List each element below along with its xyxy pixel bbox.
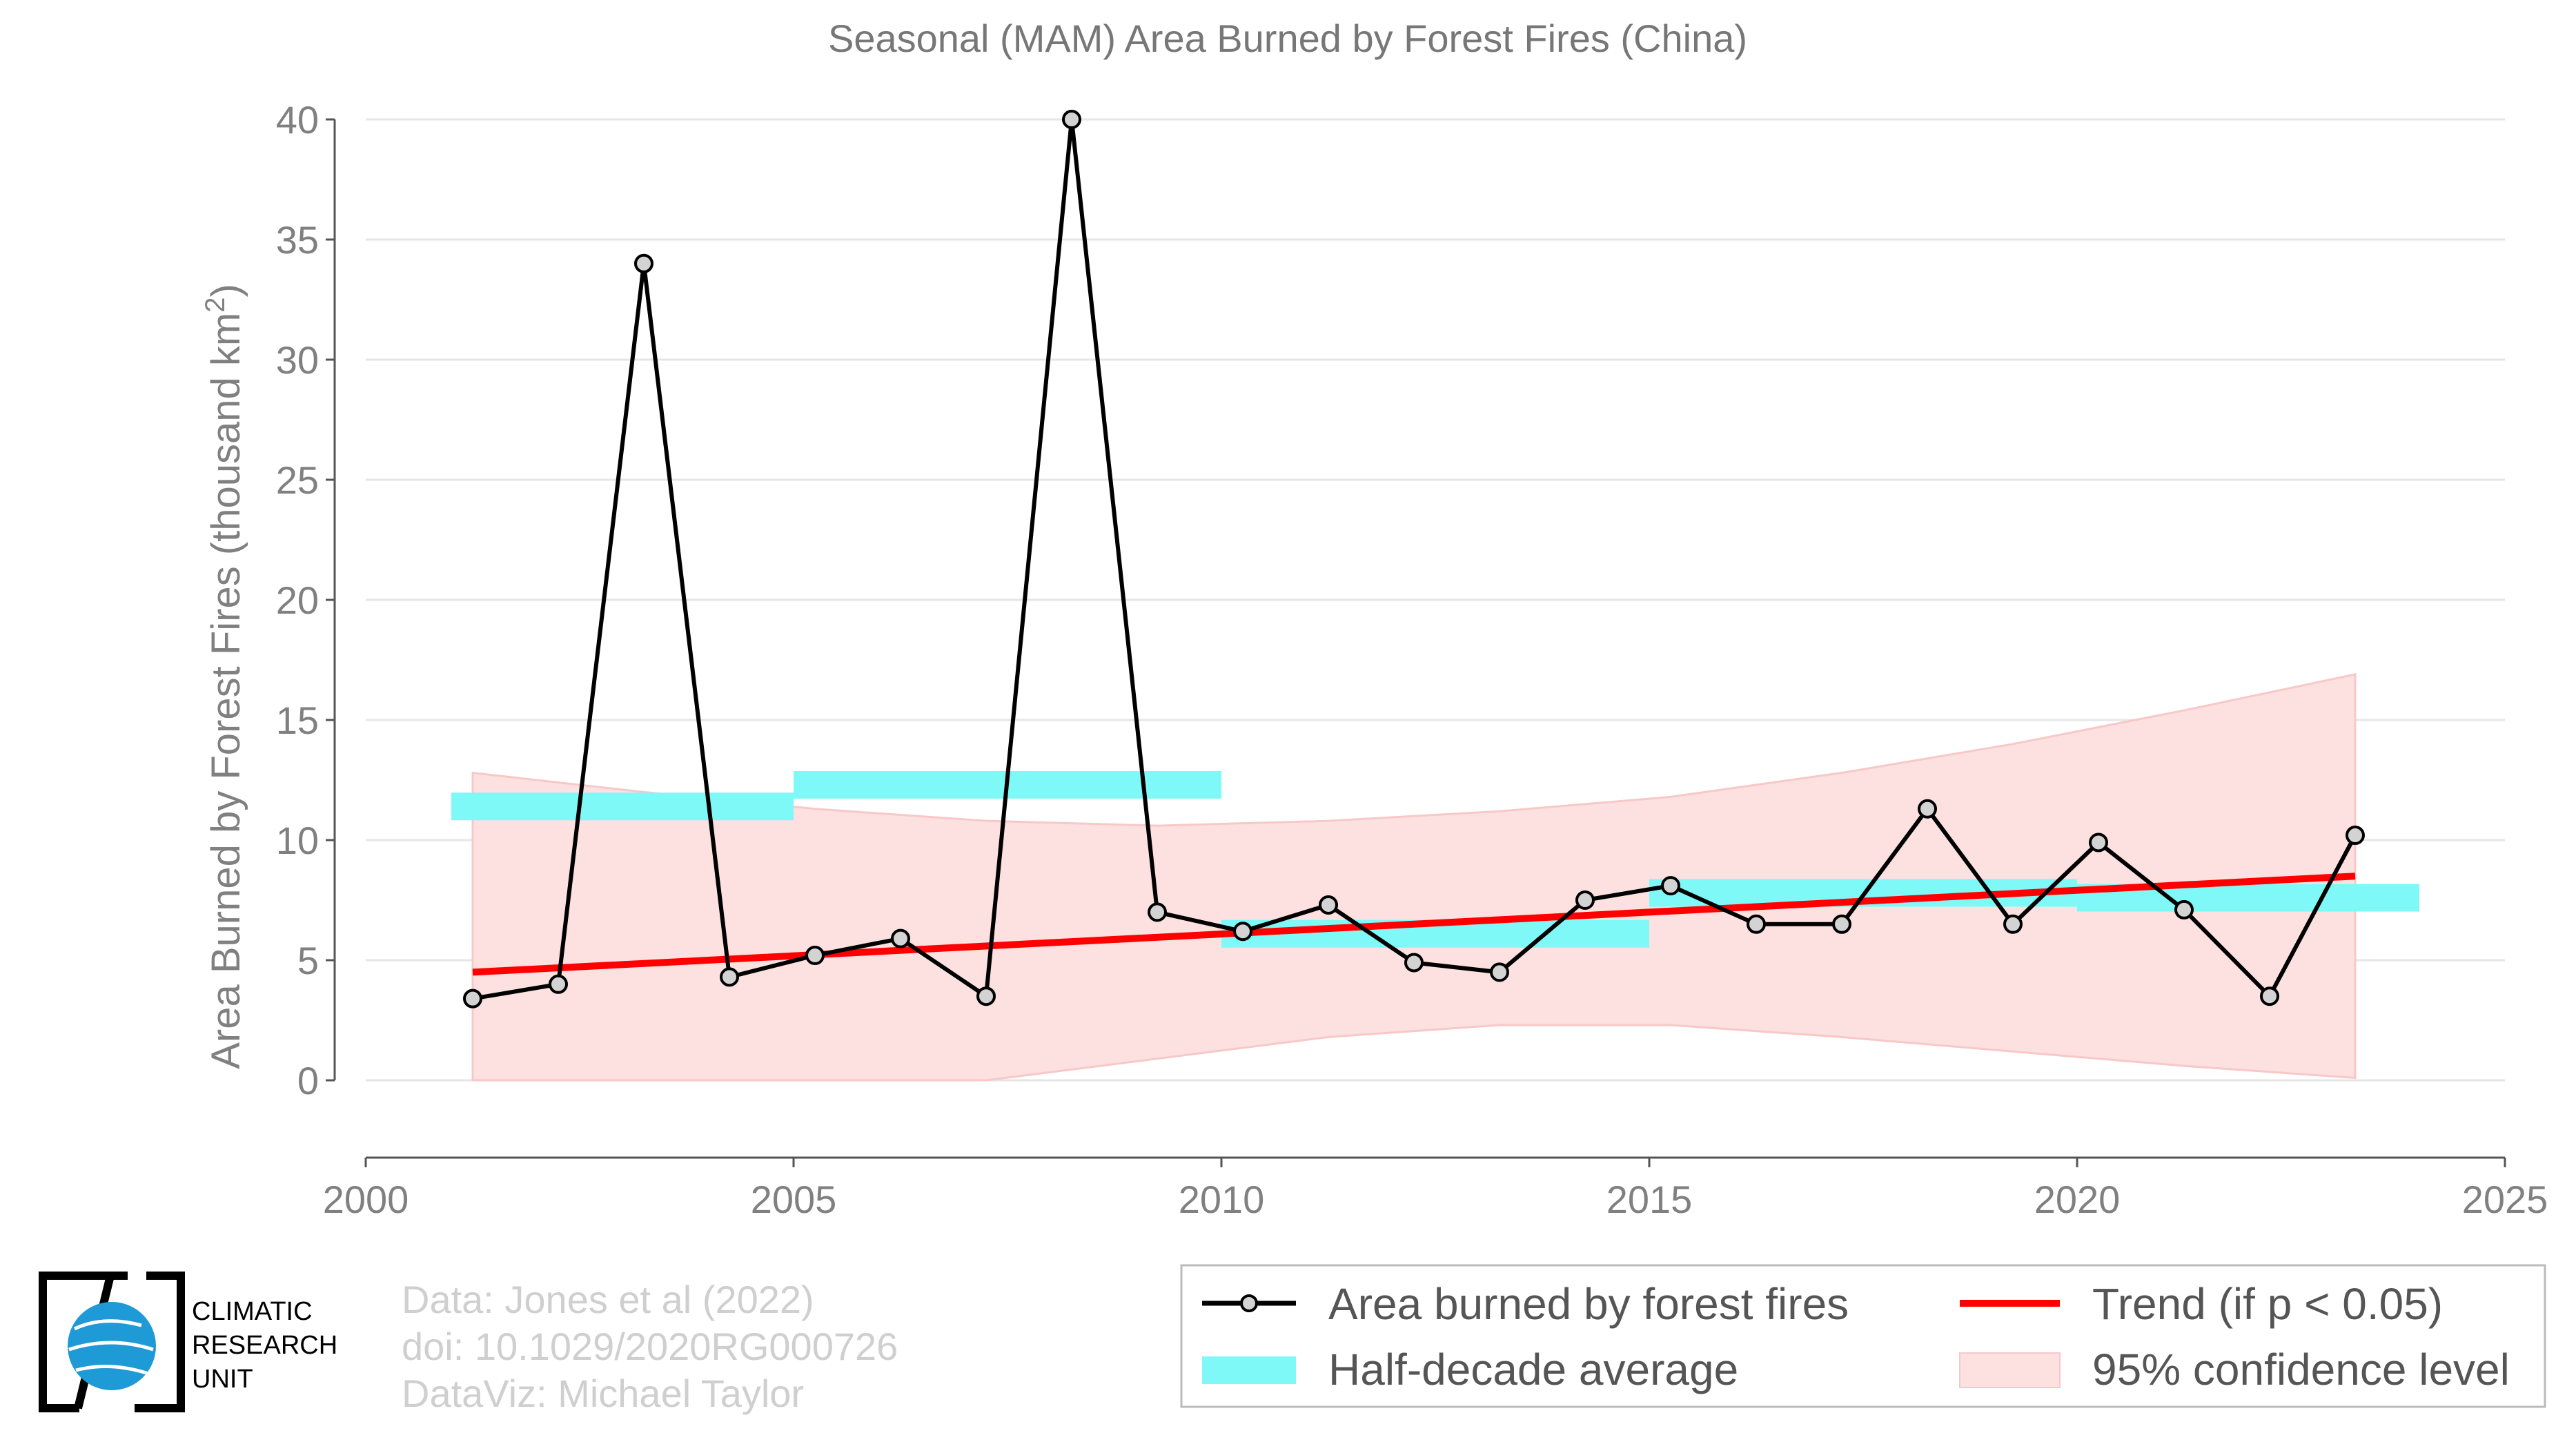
- data-point: [2346, 826, 2365, 846]
- y-tick-label: 25: [276, 458, 319, 502]
- y-axis-label-superscript: 2: [200, 298, 230, 313]
- credit-data: Data: Jones et al (2022): [402, 1278, 814, 1321]
- data-point: [1661, 876, 1680, 896]
- y-tick-label: 0: [297, 1059, 319, 1102]
- y-tick-label: 20: [276, 578, 319, 622]
- trend-layer: [472, 873, 2356, 976]
- data-point: [976, 986, 996, 1006]
- data-point: [2089, 832, 2108, 853]
- legend-area-label: Area burned by forest fires: [1328, 1279, 1849, 1329]
- credit-dataviz: DataViz: Michael Taylor: [402, 1372, 804, 1415]
- data-point: [463, 989, 482, 1009]
- logo-bracket-left: [39, 1272, 128, 1412]
- cru-logo: CLIMATIC RESEARCH UNIT: [39, 1272, 337, 1412]
- data-point: [1832, 914, 1851, 934]
- y-tick-label: 40: [276, 98, 319, 142]
- data-point: [634, 253, 653, 273]
- logo-text-line3: UNIT: [192, 1365, 253, 1394]
- data-point: [720, 967, 739, 987]
- confidence-band: [471, 673, 2357, 1082]
- legend-half-label: Half-decade average: [1328, 1345, 1738, 1394]
- legend-half-swatch: [1202, 1356, 1296, 1384]
- y-axis-label: Area Burned by Forest Fires (thousand km…: [200, 284, 248, 1069]
- legend: Area burned by forest fires Half-decade …: [1180, 1264, 2546, 1408]
- y-tick-label: 10: [276, 819, 319, 862]
- data-point: [1319, 895, 1338, 915]
- series-layer: [463, 110, 2365, 1009]
- y-tick-label: 30: [276, 338, 319, 382]
- x-tick-label: 2005: [751, 1178, 837, 1221]
- y-axis: 0 5 10 15 20 25 30 35 40: [276, 98, 336, 1102]
- chart-title: Seasonal (MAM) Area Burned by Forest Fir…: [828, 17, 1747, 60]
- data-point: [2003, 914, 2023, 934]
- y-tick-label: 15: [276, 699, 319, 742]
- data-point: [1062, 110, 1081, 129]
- data-point: [1148, 902, 1167, 922]
- data-point: [1490, 962, 1509, 982]
- x-axis: 2000 2005 2010 2015 2020 2025: [323, 1156, 2548, 1221]
- data-point: [1404, 953, 1424, 973]
- legend-area-marker: [1240, 1294, 1258, 1312]
- x-tick-label: 2000: [323, 1178, 409, 1221]
- y-axis-label-main: Area Burned by Forest Fires (thousand km: [204, 313, 248, 1069]
- data-point: [1575, 890, 1595, 910]
- trend-line: [472, 873, 2356, 976]
- logo-text-line2: RESEARCH: [192, 1331, 337, 1360]
- data-point: [1233, 922, 1252, 942]
- half-decade-bar: [451, 792, 794, 821]
- x-tick-label: 2015: [1606, 1178, 1693, 1221]
- legend-trend-label: Trend (if p < 0.05): [2092, 1279, 2443, 1329]
- data-point: [549, 974, 568, 994]
- logo-text-line1: CLIMATIC: [192, 1297, 313, 1326]
- credit-doi: doi: 10.1029/2020RG000726: [402, 1325, 898, 1368]
- x-tick-label: 2010: [1179, 1178, 1265, 1221]
- globe-swirl: [68, 1319, 154, 1376]
- data-point: [2260, 986, 2279, 1006]
- y-tick-label: 35: [276, 218, 319, 262]
- data-point: [2174, 899, 2194, 919]
- legend-ci-swatch: [1959, 1352, 2061, 1388]
- data-point: [1918, 799, 1937, 819]
- data-point: [805, 946, 825, 966]
- confidence-band-layer: [471, 673, 2357, 1082]
- y-tick-label: 5: [297, 939, 319, 982]
- legend-box: [1180, 1264, 2546, 1408]
- y-axis-label-close: ): [204, 284, 248, 297]
- data-point: [1747, 914, 1766, 934]
- data-point: [891, 928, 910, 948]
- x-tick-label: 2025: [2462, 1178, 2548, 1221]
- x-tick-label: 2020: [2034, 1178, 2121, 1221]
- legend-ci-label: 95% confidence level: [2092, 1345, 2510, 1394]
